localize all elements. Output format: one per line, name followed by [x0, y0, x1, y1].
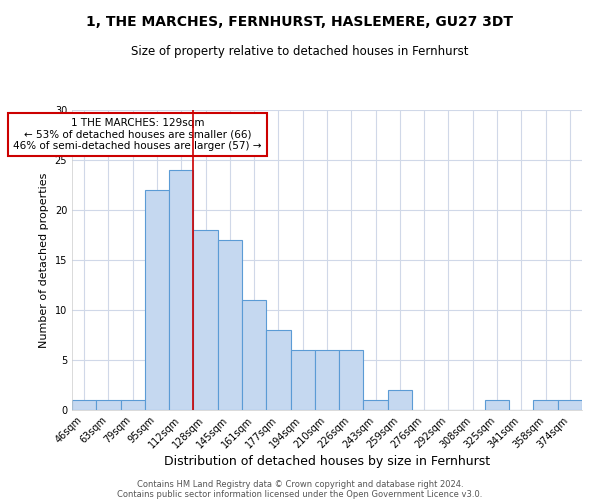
Bar	[72, 400, 96, 410]
Text: Contains public sector information licensed under the Open Government Licence v3: Contains public sector information licen…	[118, 490, 482, 499]
Bar	[145, 190, 169, 410]
Bar	[558, 400, 582, 410]
Bar	[242, 300, 266, 410]
Bar	[533, 400, 558, 410]
Bar	[315, 350, 339, 410]
Bar	[485, 400, 509, 410]
Bar	[96, 400, 121, 410]
Bar	[169, 170, 193, 410]
Bar	[266, 330, 290, 410]
Bar	[388, 390, 412, 410]
Bar	[193, 230, 218, 410]
Bar	[364, 400, 388, 410]
Bar	[218, 240, 242, 410]
Bar	[339, 350, 364, 410]
Text: 1 THE MARCHES: 129sqm
← 53% of detached houses are smaller (66)
46% of semi-deta: 1 THE MARCHES: 129sqm ← 53% of detached …	[13, 118, 262, 151]
Bar	[290, 350, 315, 410]
Text: Contains HM Land Registry data © Crown copyright and database right 2024.: Contains HM Land Registry data © Crown c…	[137, 480, 463, 489]
Text: Size of property relative to detached houses in Fernhurst: Size of property relative to detached ho…	[131, 45, 469, 58]
Text: 1, THE MARCHES, FERNHURST, HASLEMERE, GU27 3DT: 1, THE MARCHES, FERNHURST, HASLEMERE, GU…	[86, 15, 514, 29]
Bar	[121, 400, 145, 410]
Y-axis label: Number of detached properties: Number of detached properties	[39, 172, 49, 348]
X-axis label: Distribution of detached houses by size in Fernhurst: Distribution of detached houses by size …	[164, 456, 490, 468]
